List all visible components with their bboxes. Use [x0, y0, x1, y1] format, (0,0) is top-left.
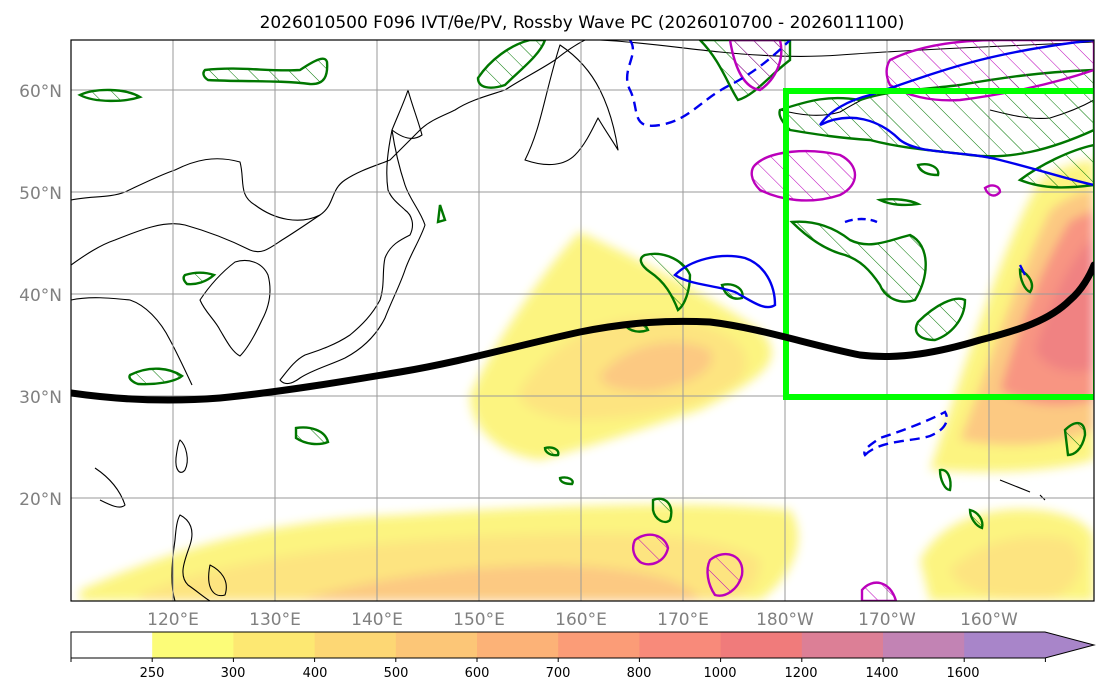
lon-label-120e: 120°E	[147, 610, 199, 630]
colorbar-outline	[70, 631, 1096, 659]
map-panel	[70, 39, 1095, 602]
lon-label-160w: 160°W	[960, 610, 1018, 630]
jet-axis-line	[71, 261, 1094, 404]
colorbar: 250 300 400 500 600 700 800 1000 1200 14…	[70, 631, 1096, 681]
colorbar-label-1400: 1400	[865, 666, 898, 681]
gridlines	[71, 40, 1094, 601]
colorbar-label-800: 800	[627, 666, 652, 681]
longitude-labels: 120°E 130°E 140°E 150°E 160°E 170°E 180°…	[147, 610, 1018, 630]
latitude-labels: 20°N 30°N 40°N 50°N 60°N	[19, 82, 62, 510]
lat-label-30n: 30°N	[19, 388, 62, 408]
colorbar-segment	[233, 632, 316, 658]
map-frame	[70, 39, 1095, 602]
colorbar-segment	[395, 632, 478, 658]
colorbar-label-1200: 1200	[784, 666, 817, 681]
colorbar-segment	[152, 632, 234, 658]
chart-title: 2026010500 F096 IVT/θe/PV, Rossby Wave P…	[260, 13, 905, 33]
lon-label-130e: 130°E	[249, 610, 301, 630]
colorbar-extend-arrow	[1045, 632, 1094, 658]
colorbar-segment	[558, 632, 640, 658]
lat-label-20n: 20°N	[19, 490, 62, 510]
colorbar-label-500: 500	[384, 666, 409, 681]
lat-label-40n: 40°N	[19, 286, 62, 306]
colorbar-segment	[477, 632, 559, 658]
lon-label-170e: 170°E	[657, 610, 709, 630]
colorbar-segment	[639, 632, 722, 658]
colorbar-segments	[71, 632, 1046, 658]
colorbar-segment	[314, 632, 397, 658]
theta-neg-contours	[625, 40, 1094, 457]
lon-label-170w: 170°W	[858, 610, 916, 630]
lon-label-140e: 140°E	[351, 610, 403, 630]
colorbar-segment	[883, 632, 965, 658]
colorbar-segment	[964, 632, 1046, 658]
colorbar-labels: 250 300 400 500 600 700 800 1000 1200 14…	[140, 666, 980, 681]
theta-pos-contours	[631, 40, 1094, 601]
colorbar-segment	[720, 632, 803, 658]
colorbar-label-400: 400	[303, 666, 328, 681]
lon-label-160e: 160°E	[555, 610, 607, 630]
colorbar-segment	[71, 632, 153, 658]
colorbar-segment	[801, 632, 884, 658]
ivt-shading	[80, 160, 1094, 601]
colorbar-label-1600: 1600	[946, 666, 979, 681]
lat-label-60n: 60°N	[19, 82, 62, 102]
colorbar-label-1000: 1000	[703, 666, 736, 681]
lat-label-50n: 50°N	[19, 184, 62, 204]
colorbar-label-300: 300	[221, 666, 246, 681]
colorbar-label-600: 600	[465, 666, 490, 681]
colorbar-label-250: 250	[140, 666, 165, 681]
colorbar-label-700: 700	[546, 666, 571, 681]
colorbar-ticks	[70, 658, 1046, 662]
lon-label-180w: 180°W	[756, 610, 814, 630]
rossby-region-box	[783, 88, 1094, 400]
lon-label-150e: 150°E	[453, 610, 505, 630]
